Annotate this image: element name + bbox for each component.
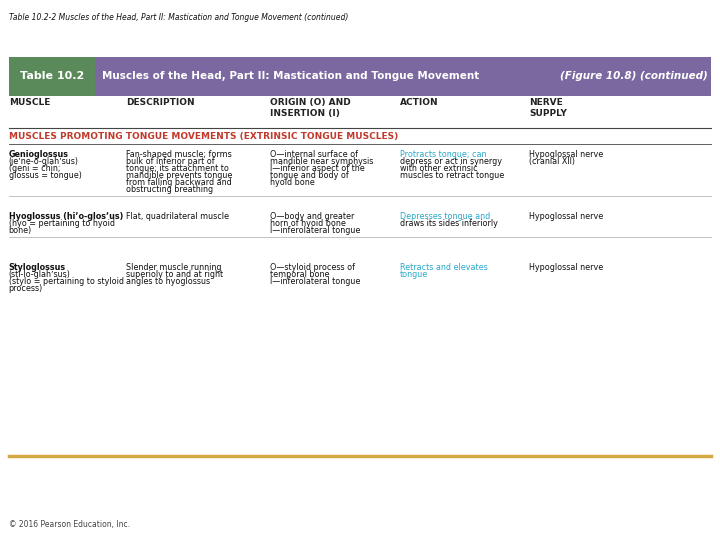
Text: (sti-lo-glahʼsus): (sti-lo-glahʼsus): [9, 270, 71, 279]
Text: O—body and greater: O—body and greater: [270, 212, 354, 221]
Text: Styloglossus: Styloglossus: [9, 263, 66, 272]
Text: Table 10.2: Table 10.2: [19, 71, 84, 81]
Text: I—inferolateral tongue: I—inferolateral tongue: [270, 226, 361, 235]
Text: Hypoglossal nerve: Hypoglossal nerve: [529, 212, 603, 221]
Text: tongue and body of: tongue and body of: [270, 171, 348, 180]
Text: bone): bone): [9, 226, 32, 235]
Text: MUSCLES PROMOTING TONGUE MOVEMENTS (EXTRINSIC TONGUE MUSCLES): MUSCLES PROMOTING TONGUE MOVEMENTS (EXTR…: [9, 132, 398, 141]
Text: (hyo = pertaining to hyoid: (hyo = pertaining to hyoid: [9, 219, 114, 228]
Text: mandible prevents tongue: mandible prevents tongue: [126, 171, 233, 180]
Text: hyoid bone: hyoid bone: [270, 178, 315, 187]
Text: muscles to retract tongue: muscles to retract tongue: [400, 171, 504, 180]
Text: O—internal surface of: O—internal surface of: [270, 150, 358, 159]
Text: Fan-shaped muscle; forms: Fan-shaped muscle; forms: [126, 150, 232, 159]
Text: Muscles of the Head, Part II: Mastication and Tongue Movement: Muscles of the Head, Part II: Masticatio…: [102, 71, 480, 81]
Text: Hypoglossal nerve: Hypoglossal nerve: [529, 150, 603, 159]
Text: tongue; its attachment to: tongue; its attachment to: [126, 164, 229, 173]
Text: (cranial XII): (cranial XII): [529, 157, 575, 166]
Text: glossus = tongue): glossus = tongue): [9, 171, 81, 180]
Text: Flat, quadrilateral muscle: Flat, quadrilateral muscle: [126, 212, 229, 221]
Text: (geni = chin;: (geni = chin;: [9, 164, 60, 173]
Text: DESCRIPTION: DESCRIPTION: [126, 98, 194, 107]
Text: Slender muscle running: Slender muscle running: [126, 263, 222, 272]
Text: mandible near symphysis: mandible near symphysis: [270, 157, 374, 166]
Text: tongue: tongue: [400, 270, 428, 279]
Text: Hypoglossal nerve: Hypoglossal nerve: [529, 263, 603, 272]
Text: I—inferolateral tongue: I—inferolateral tongue: [270, 277, 361, 286]
Text: MUSCLE: MUSCLE: [9, 98, 50, 107]
Text: superioly to and at right: superioly to and at right: [126, 270, 223, 279]
Text: Retracts and elevates: Retracts and elevates: [400, 263, 487, 272]
Text: angles to hyoglossus: angles to hyoglossus: [126, 277, 210, 286]
Text: (jeʼne-o-glahʼsus): (jeʼne-o-glahʼsus): [9, 157, 78, 166]
Text: process): process): [9, 284, 43, 293]
Text: depress or act in synergy: depress or act in synergy: [400, 157, 502, 166]
Text: Protracts tongue; can: Protracts tongue; can: [400, 150, 486, 159]
Text: horn of hyoid bone: horn of hyoid bone: [270, 219, 346, 228]
Text: Table 10.2-2 Muscles of the Head, Part II: Mastication and Tongue Movement (cont: Table 10.2-2 Muscles of the Head, Part I…: [9, 14, 348, 23]
Text: © 2016 Pearson Education, Inc.: © 2016 Pearson Education, Inc.: [9, 520, 130, 529]
Text: with other extrinsic: with other extrinsic: [400, 164, 477, 173]
FancyBboxPatch shape: [9, 57, 711, 96]
Text: bulk of inferior part of: bulk of inferior part of: [126, 157, 215, 166]
Text: ACTION: ACTION: [400, 98, 438, 107]
Text: (stylo = pertaining to styloid: (stylo = pertaining to styloid: [9, 277, 124, 286]
FancyBboxPatch shape: [9, 57, 95, 96]
Text: (Figure 10.8) (continued): (Figure 10.8) (continued): [560, 71, 708, 81]
Text: obstructing breathing: obstructing breathing: [126, 185, 213, 194]
Text: NERVE
SUPPLY: NERVE SUPPLY: [529, 98, 567, 118]
Text: I—inferior aspect of the: I—inferior aspect of the: [270, 164, 365, 173]
Text: temporal bone: temporal bone: [270, 270, 330, 279]
Text: from falling backward and: from falling backward and: [126, 178, 232, 187]
Text: ORIGIN (O) AND
INSERTION (I): ORIGIN (O) AND INSERTION (I): [270, 98, 351, 118]
Text: O—styloid process of: O—styloid process of: [270, 263, 355, 272]
Text: draws its sides inferiorly: draws its sides inferiorly: [400, 219, 498, 228]
Text: Depresses tongue and: Depresses tongue and: [400, 212, 490, 221]
Text: Genioglossus: Genioglossus: [9, 150, 68, 159]
Text: Hyoglossus (hiʼo-glosʼus): Hyoglossus (hiʼo-glosʼus): [9, 212, 123, 221]
